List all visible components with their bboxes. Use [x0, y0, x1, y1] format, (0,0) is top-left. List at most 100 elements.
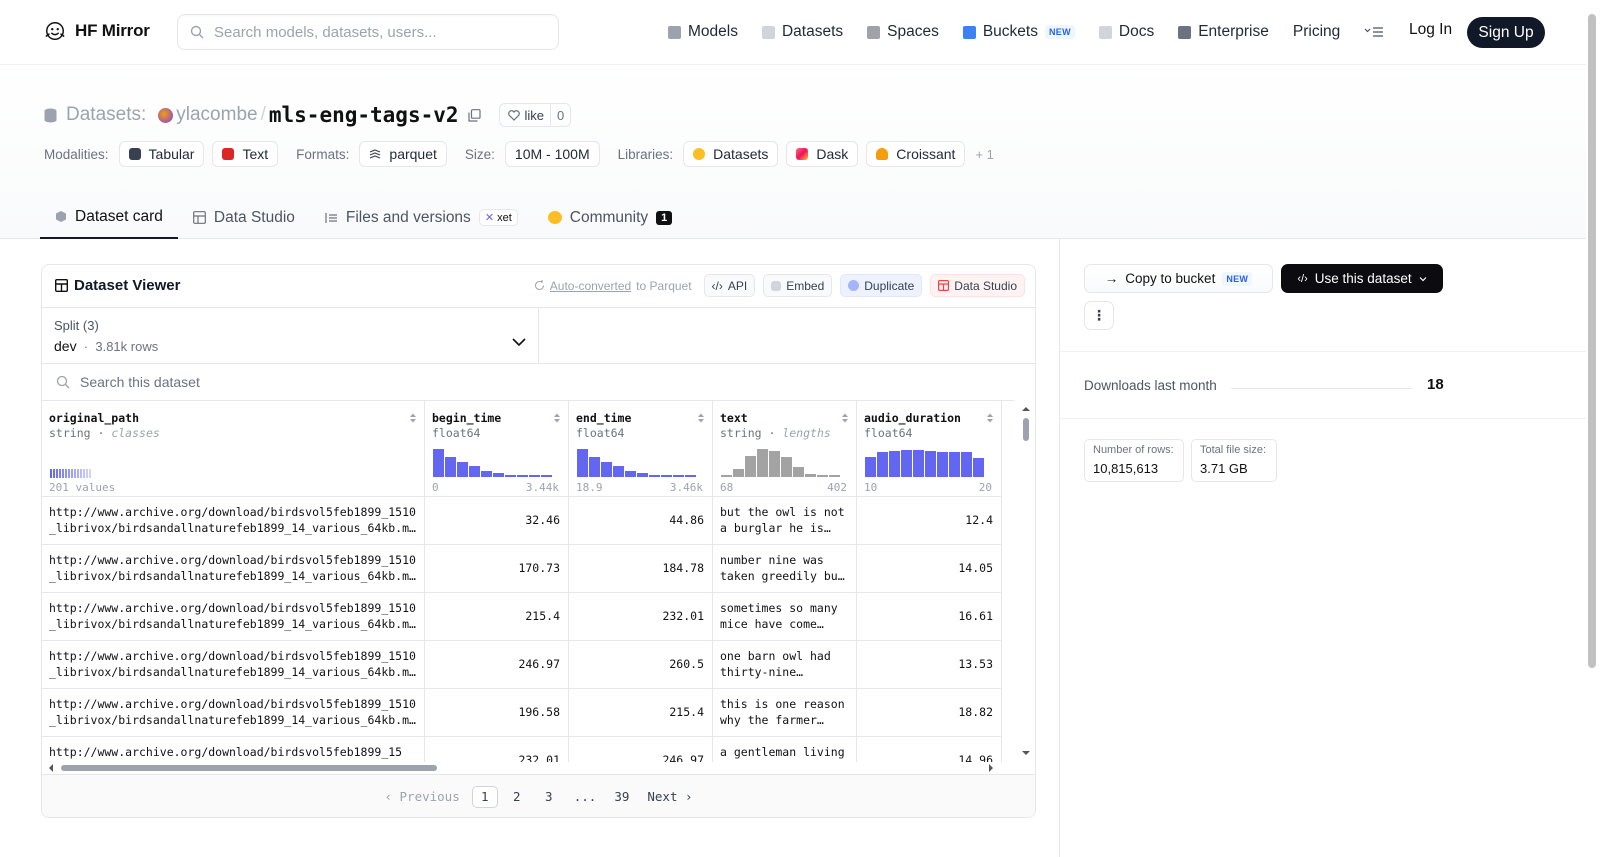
table-cell[interactable]: 32.46 [425, 497, 568, 545]
table-cell[interactable]: 12.4 [857, 497, 1001, 545]
login-link[interactable]: Log In [1409, 21, 1453, 38]
tag-text[interactable]: Text [212, 141, 279, 167]
sort-icon[interactable] [986, 412, 994, 424]
column-header[interactable]: begin_time float64 0 3.44k [425, 401, 568, 497]
table-cell[interactable]: one barn owl had thirty-nine… [713, 641, 856, 689]
grid-vertical-thumb[interactable] [1023, 418, 1029, 441]
nav-models[interactable]: Models [668, 23, 738, 41]
histogram-bar[interactable] [961, 452, 972, 477]
class-distribution-bar[interactable] [50, 469, 91, 478]
table-cell[interactable]: this is one reason why the farmer… [713, 689, 856, 737]
histogram-bar[interactable] [745, 456, 756, 477]
table-cell[interactable]: 14.05 [857, 545, 1001, 593]
column-header[interactable]: audio_duration float64 10 20 [857, 401, 1001, 497]
histogram-bar[interactable] [613, 466, 624, 477]
page-39[interactable]: 39 [614, 789, 630, 804]
histogram-bar[interactable] [577, 449, 588, 477]
global-search[interactable] [177, 14, 559, 50]
table-cell[interactable]: 18.82 [857, 689, 1001, 737]
signup-button[interactable]: Sign Up [1467, 17, 1545, 48]
dataset-search-input[interactable] [80, 374, 480, 390]
histogram-bar[interactable] [889, 451, 900, 477]
api-button[interactable]: ‹/› API [703, 274, 756, 297]
histogram-bar[interactable] [637, 473, 648, 477]
table-cell[interactable]: a gentleman living [713, 737, 856, 762]
histogram-bar[interactable] [673, 475, 684, 477]
table-cell[interactable]: but the owl is not a burglar he is… [713, 497, 856, 545]
histogram-bar[interactable] [445, 457, 456, 477]
table-cell[interactable]: http://www.archive.org/download/birdsvol… [42, 593, 424, 641]
histogram-bar[interactable] [973, 458, 984, 477]
histogram-bar[interactable] [865, 457, 876, 477]
table-cell[interactable]: 232.01 [569, 593, 712, 641]
histogram-bar[interactable] [589, 457, 600, 477]
table-cell[interactable]: 170.73 [425, 545, 568, 593]
tag-tabular[interactable]: Tabular [118, 141, 205, 167]
table-cell[interactable]: 44.86 [569, 497, 712, 545]
grid-horizontal-thumb[interactable] [61, 765, 437, 771]
sort-icon[interactable] [409, 412, 417, 424]
table-cell[interactable]: sometimes so many mice have come… [713, 593, 856, 641]
scroll-right-icon[interactable] [986, 762, 996, 774]
nav-enterprise[interactable]: Enterprise [1178, 23, 1269, 41]
global-search-input[interactable] [214, 23, 534, 41]
histogram-bar[interactable] [793, 467, 804, 477]
page-1[interactable]: 1 [471, 785, 498, 808]
table-cell[interactable]: 260.5 [569, 641, 712, 689]
histogram-bar[interactable] [625, 471, 636, 477]
sort-icon[interactable] [841, 412, 849, 424]
table-cell[interactable]: 246.97 [425, 641, 568, 689]
column-header[interactable]: text string · lengths 68 402 [713, 401, 856, 497]
nav-spaces[interactable]: Spaces [867, 23, 939, 41]
histogram-bar[interactable] [769, 451, 780, 477]
histogram-bar[interactable] [481, 471, 492, 477]
histogram-bar[interactable] [781, 457, 792, 477]
table-cell[interactable]: http://www.archive.org/download/birdsvol… [42, 689, 424, 737]
repo-kind[interactable]: Datasets: [66, 104, 147, 125]
histogram-bar[interactable] [805, 474, 816, 477]
nav-buckets[interactable]: Buckets NEW [962, 23, 1075, 41]
sort-icon[interactable] [553, 412, 561, 424]
use-this-dataset-button[interactable]: ‹/› Use this dataset [1281, 264, 1443, 293]
table-cell[interactable]: 14.96 [857, 737, 1001, 762]
histogram-bar[interactable] [517, 475, 528, 477]
scroll-down-icon[interactable] [1018, 748, 1034, 758]
next-page-button[interactable]: Next › [647, 789, 693, 804]
histogram-bar[interactable] [661, 475, 672, 477]
histogram-bar[interactable] [877, 452, 888, 477]
tab-dataset-card[interactable]: Dataset card [40, 196, 178, 239]
tag-datasets[interactable]: Datasets [683, 141, 779, 167]
table-cell[interactable]: http://www.archive.org/download/birdsvol… [42, 497, 424, 545]
repo-name[interactable]: mls-eng-tags-v2 [268, 103, 459, 127]
histogram-bar[interactable] [457, 462, 468, 477]
table-cell[interactable]: number nine was taken greedily bu… [713, 545, 856, 593]
tab-files-versions[interactable]: Files and versions ✕ xet [310, 196, 533, 239]
histogram-bar[interactable] [649, 475, 660, 477]
table-cell[interactable]: http://www.archive.org/download/birdsvol… [42, 545, 424, 593]
table-cell[interactable]: 184.78 [569, 545, 712, 593]
tag-size[interactable]: 10M - 100M [504, 141, 600, 167]
histogram-bar[interactable] [817, 475, 828, 477]
page-2[interactable]: 2 [512, 789, 521, 804]
histogram-bar[interactable] [685, 475, 696, 477]
histogram-bar[interactable] [721, 475, 732, 477]
histogram-bar[interactable] [505, 475, 516, 477]
brand-logo[interactable]: HF Mirror [44, 20, 150, 42]
histogram-bar[interactable] [913, 450, 924, 477]
histogram-bar[interactable] [541, 475, 552, 477]
column-header[interactable]: original_path string · classes 201 values [42, 401, 424, 497]
table-cell[interactable]: 196.58 [425, 689, 568, 737]
histogram-bar[interactable] [937, 452, 948, 477]
more-options-button[interactable]: ⋮ [1084, 301, 1114, 330]
grid-vertical-scrollbar[interactable] [1018, 400, 1034, 762]
table-cell[interactable]: 215.4 [425, 593, 568, 641]
page-3[interactable]: 3 [544, 789, 553, 804]
table-cell[interactable]: 16.61 [857, 593, 1001, 641]
table-cell[interactable]: http://www.archive.org/download/birdsvol… [42, 737, 424, 762]
histogram-bar[interactable] [433, 449, 444, 477]
repo-owner[interactable]: ylacombe [176, 104, 258, 125]
dataset-search[interactable] [42, 363, 1035, 400]
histogram-bar[interactable] [829, 475, 840, 477]
tag-dask[interactable]: Dask [786, 141, 859, 167]
histogram-bar[interactable] [529, 475, 540, 477]
